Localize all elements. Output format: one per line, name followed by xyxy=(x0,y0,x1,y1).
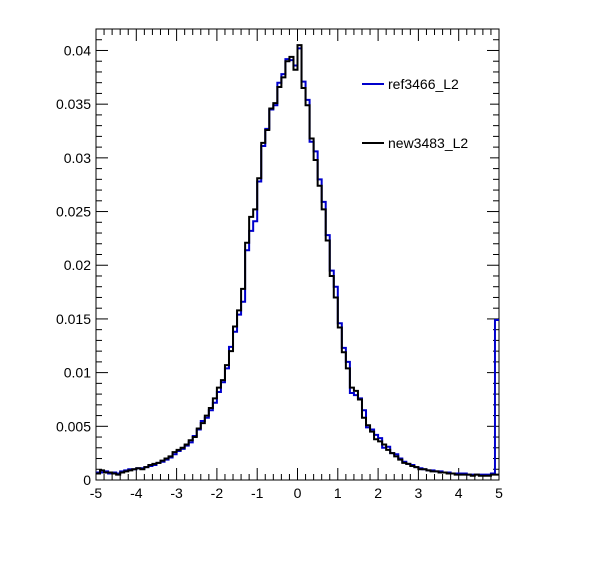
y-axis-tick-labels: 0 0.005 0.01 0.015 0.02 0.025 0.03 0.035 0.04 xyxy=(56,42,91,488)
histogram-series xyxy=(96,44,499,477)
x-tick-label: 5 xyxy=(495,485,503,501)
x-tick-label: 3 xyxy=(415,485,423,501)
x-tick-label: -4 xyxy=(130,485,143,501)
x-axis-tick-labels: -5 -4 -3 -2 -1 0 1 2 3 4 5 xyxy=(90,485,503,501)
y-tick-label: 0.005 xyxy=(56,418,91,434)
y-tick-label: 0 xyxy=(83,472,91,488)
y-tick-label: 0.04 xyxy=(64,42,91,58)
y-tick-label: 0.015 xyxy=(56,311,91,327)
x-tick-label: -2 xyxy=(211,485,224,501)
x-tick-label: -5 xyxy=(90,485,103,501)
x-tick-label: 1 xyxy=(334,485,342,501)
x-tick-label: -3 xyxy=(170,485,183,501)
legend: ref3466_L2 new3483_L2 xyxy=(355,62,490,166)
series-line-new3483_L2 xyxy=(96,44,499,477)
y-tick-label: 0.03 xyxy=(64,150,91,166)
x-tick-label: -1 xyxy=(251,485,264,501)
y-tick-label: 0.025 xyxy=(56,204,91,220)
x-tick-label: 4 xyxy=(455,485,463,501)
legend-box xyxy=(355,62,490,166)
x-tick-label: 2 xyxy=(374,485,382,501)
legend-label-ref3466: ref3466_L2 xyxy=(388,76,459,92)
y-tick-label: 0.02 xyxy=(64,257,91,273)
y-tick-label: 0.01 xyxy=(64,365,91,381)
legend-label-new3483: new3483_L2 xyxy=(388,135,468,151)
y-tick-label: 0.035 xyxy=(56,96,91,112)
x-tick-label: 0 xyxy=(294,485,302,501)
